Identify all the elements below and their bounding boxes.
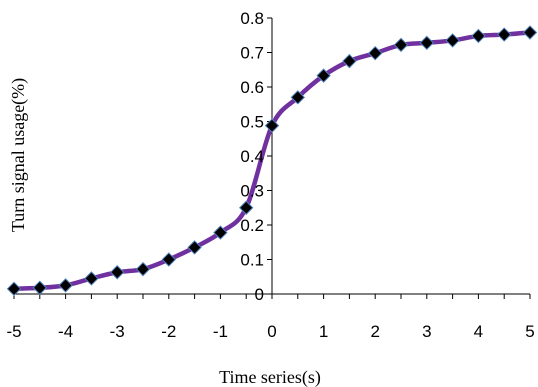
y-tick-label-6: 0.6: [240, 78, 264, 97]
x-tick-label-8: 3: [422, 322, 431, 341]
data-point-0-7: [187, 240, 202, 255]
x-tick-label-0: -5: [6, 322, 21, 341]
data-point-0-0: [6, 281, 22, 297]
data-point-0-9: [238, 200, 254, 215]
y-tick-label-4: 0.4: [240, 147, 264, 166]
data-point-0-12: [316, 68, 331, 83]
y-tick-label-7: 0.7: [240, 44, 264, 63]
x-tick-label-1: -4: [58, 322, 73, 341]
data-point-0-4: [109, 265, 125, 280]
y-tick-label-8: 0.8: [240, 9, 264, 28]
x-axis-title: Time series(s): [219, 367, 321, 387]
data-point-0-10: [264, 118, 280, 133]
x-tick-label-2: -3: [110, 322, 125, 341]
data-point-0-20: [522, 25, 538, 40]
x-tick-label-3: -2: [161, 322, 176, 341]
data-point-0-14: [367, 45, 383, 61]
x-tick-label-10: 5: [525, 322, 534, 341]
y-axis-title: Turn signal usage(%): [8, 78, 29, 232]
data-point-0-18: [471, 28, 486, 44]
data-point-0-19: [496, 27, 512, 42]
data-point-0-5: [135, 261, 151, 277]
data-point-0-8: [213, 225, 228, 240]
y-tick-label-0: 0: [255, 285, 264, 304]
y-tick-label-5: 0.5: [240, 113, 264, 132]
x-tick-label-7: 2: [370, 322, 379, 341]
data-point-0-6: [161, 252, 177, 267]
x-tick-label-4: -1: [213, 322, 228, 341]
y-tick-label-1: 0.1: [240, 251, 264, 270]
data-point-0-2: [58, 278, 73, 293]
data-point-0-3: [84, 271, 99, 286]
y-tick-label-2: 0.2: [240, 216, 264, 235]
data-point-0-17: [445, 33, 460, 48]
data-point-0-15: [393, 37, 409, 53]
x-tick-label-6: 1: [319, 322, 328, 341]
data-point-0-11: [290, 90, 306, 105]
data-point-0-13: [342, 53, 357, 69]
x-tick-label-5: 0: [267, 322, 276, 341]
data-point-0-16: [419, 35, 435, 51]
x-tick-label-9: 4: [474, 322, 483, 341]
y-tick-label-3: 0.3: [240, 182, 264, 201]
data-point-0-1: [32, 280, 48, 295]
